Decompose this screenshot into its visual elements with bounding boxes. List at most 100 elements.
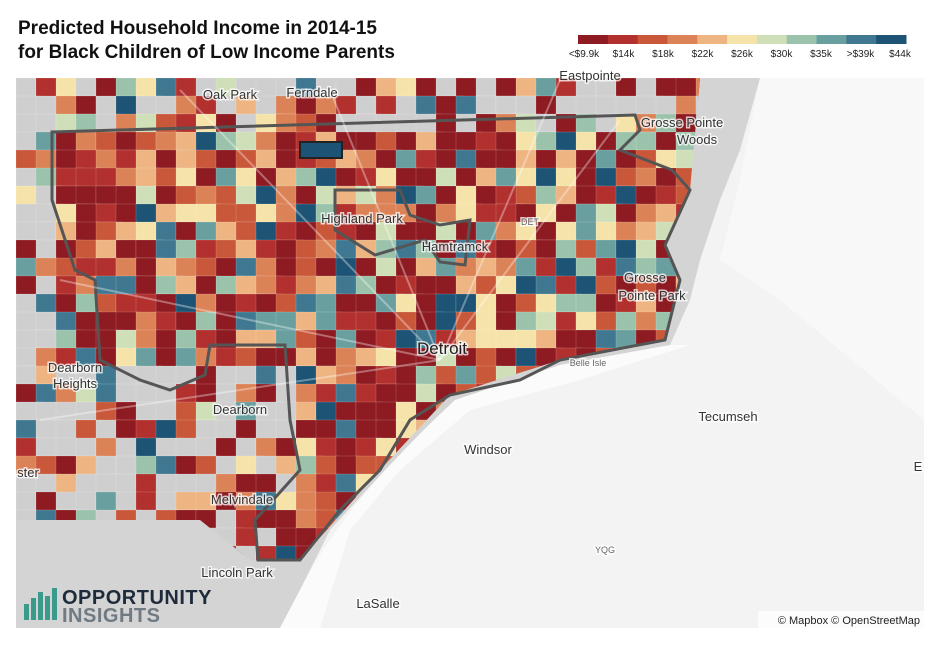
- legend-label: <$9.9k: [569, 49, 600, 60]
- tract: [35, 221, 57, 242]
- tract: [55, 419, 79, 441]
- place-label: Dearborn: [213, 402, 267, 417]
- place-label: Oak Park: [203, 87, 258, 102]
- tract: [595, 293, 620, 313]
- tract: [75, 95, 97, 115]
- legend-swatch: [846, 35, 877, 44]
- tract: [215, 203, 238, 225]
- tract: [95, 131, 118, 152]
- logo: OPPORTUNITY INSIGHTS: [24, 587, 212, 627]
- tract: [455, 257, 480, 278]
- tract: [255, 527, 280, 547]
- roads: [39, 79, 621, 421]
- tract: [335, 473, 357, 495]
- legend-swatch: [578, 35, 609, 44]
- tract: [295, 347, 320, 367]
- tract: [115, 239, 137, 261]
- logo-icon: [24, 588, 57, 620]
- tract: [515, 329, 538, 350]
- tract: [675, 95, 697, 116]
- tract: [295, 383, 318, 405]
- tract: [35, 167, 60, 187]
- legend-label: $26k: [731, 49, 754, 60]
- tract: [575, 167, 597, 188]
- legend-label: >$39k: [847, 49, 876, 60]
- tract: [535, 167, 560, 189]
- river: [280, 345, 690, 628]
- tract: [495, 95, 517, 115]
- tract: [175, 401, 199, 423]
- tract: [95, 203, 118, 223]
- tract: [55, 293, 78, 314]
- legend-label: $35k: [810, 49, 833, 60]
- tract-highlight: [299, 141, 343, 159]
- tract: [175, 275, 200, 296]
- tract: [55, 149, 80, 171]
- tract: [695, 78, 700, 98]
- tract: [215, 167, 239, 187]
- place-label: Lincoln Park: [201, 565, 273, 580]
- tract: [495, 131, 520, 152]
- tract: [135, 419, 159, 440]
- legend-label: $14k: [613, 49, 636, 60]
- title-line: for Black Children of Low Income Parents: [18, 42, 395, 63]
- tract: [655, 131, 677, 152]
- place-label: YQG: [595, 545, 615, 555]
- tract: [475, 95, 497, 115]
- tract: [535, 221, 559, 241]
- attribution[interactable]: © Mapbox © OpenStreetMap: [778, 615, 920, 627]
- place-label: DET: [521, 217, 540, 227]
- place-label: Heights: [53, 376, 98, 391]
- tract: [515, 293, 537, 313]
- legend-swatch: [816, 35, 847, 44]
- attribution-bg: [758, 611, 924, 628]
- tract: [355, 419, 379, 440]
- logo-text: OPPORTUNITY: [62, 587, 212, 609]
- tract: [575, 293, 598, 314]
- tract: [295, 437, 317, 458]
- tract: [555, 203, 578, 223]
- place-label: LaSalle: [356, 596, 399, 611]
- tract: [375, 257, 397, 279]
- tract: [375, 311, 397, 332]
- place-label: Tecumseh: [698, 409, 757, 424]
- tract: [115, 221, 139, 242]
- tract: [235, 203, 259, 223]
- tract: [115, 131, 138, 151]
- tract: [35, 491, 59, 513]
- tract: [16, 113, 40, 134]
- tract: [495, 275, 519, 297]
- place-label: Pointe Park: [618, 288, 686, 303]
- tract: [475, 311, 498, 332]
- tract: [275, 149, 300, 171]
- legend-swatch: [756, 35, 788, 44]
- tract: [55, 491, 79, 511]
- tract: [375, 383, 399, 405]
- tract: [295, 419, 318, 439]
- tract: [435, 131, 460, 151]
- place-label: Belle Isle: [570, 358, 607, 368]
- enclave-boundary: [333, 188, 472, 267]
- tract: [475, 275, 497, 297]
- legend-swatch: [786, 35, 818, 44]
- tract: [215, 149, 239, 171]
- tract: [16, 167, 38, 188]
- tract: [75, 239, 97, 260]
- legend-swatch: [637, 35, 668, 44]
- tract: [395, 113, 418, 135]
- tract: [335, 167, 357, 188]
- tract: [335, 257, 360, 279]
- legend-swatch: [697, 35, 728, 44]
- place-label: Windsor: [464, 442, 512, 457]
- tract: [595, 185, 620, 205]
- tract: [335, 311, 358, 332]
- tract: [435, 365, 459, 386]
- tract: [515, 167, 538, 189]
- tract: [215, 473, 240, 495]
- place-label: Woods: [677, 132, 718, 147]
- tract: [635, 203, 659, 225]
- tract: [555, 275, 580, 296]
- tract: [575, 239, 598, 259]
- place-label: Hamtramck: [422, 239, 489, 254]
